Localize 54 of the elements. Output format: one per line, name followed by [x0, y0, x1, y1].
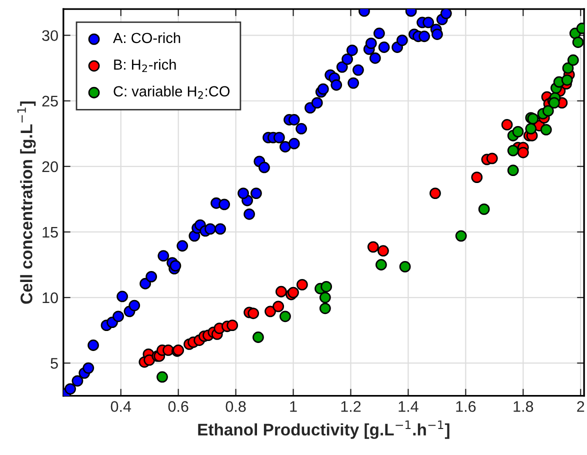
- x-tick-label: 0.4: [110, 401, 132, 412]
- x-tick-label: 2: [577, 401, 584, 412]
- y-tick-label: 20: [42, 161, 58, 172]
- point: [319, 292, 331, 304]
- point: [296, 278, 308, 290]
- x-tick-label: 1: [290, 401, 297, 412]
- point: [486, 152, 498, 164]
- point: [399, 261, 411, 272]
- point: [156, 371, 168, 383]
- x-tick-label: 0.6: [168, 401, 188, 412]
- point: [512, 126, 524, 138]
- point: [542, 105, 554, 117]
- point: [226, 320, 238, 332]
- point: [507, 164, 519, 176]
- y-tick-label: 25: [42, 96, 58, 107]
- y-tick-label: 15: [42, 227, 58, 238]
- x-tick-label: 1.2: [341, 401, 361, 412]
- y-tick-label: 30: [42, 30, 58, 42]
- point: [517, 146, 529, 158]
- point: [264, 306, 276, 318]
- point: [540, 124, 552, 136]
- x-tick-label: 1.6: [456, 401, 476, 412]
- y-axis-title: Cell concentration [g.L$^{−1}$]: [17, 101, 36, 304]
- point: [375, 259, 387, 270]
- point: [280, 310, 291, 322]
- point: [562, 62, 574, 74]
- legend-label: A: CO-rich: [113, 32, 180, 44]
- point: [276, 286, 287, 298]
- x-tick-label: 0.8: [226, 401, 246, 412]
- x-axis-title: Ethanol Productivity [g.L$^{−1}$.h$^{−1}$]: [198, 420, 450, 439]
- legend-label: C: variable H$_{2}$:CO: [114, 86, 230, 99]
- legend-label: B: H$_{2}$-rich: [114, 59, 176, 72]
- x-tick-label: 1.4: [398, 401, 418, 412]
- point: [507, 144, 519, 156]
- point: [561, 74, 573, 86]
- point: [501, 119, 513, 130]
- point: [572, 36, 584, 48]
- point: [378, 245, 389, 257]
- point: [162, 344, 174, 356]
- point: [248, 308, 260, 320]
- point: [319, 302, 331, 314]
- point: [471, 172, 483, 184]
- x-tick-label: 1.8: [514, 401, 534, 412]
- point: [367, 241, 379, 253]
- point: [320, 280, 332, 292]
- point: [252, 332, 264, 343]
- point: [525, 122, 537, 134]
- point: [455, 230, 467, 242]
- point: [430, 188, 441, 199]
- point: [272, 300, 284, 312]
- point: [478, 203, 490, 215]
- point: [567, 54, 579, 66]
- y-tick-label: 5: [50, 358, 58, 369]
- y-tick-label: 10: [42, 292, 58, 304]
